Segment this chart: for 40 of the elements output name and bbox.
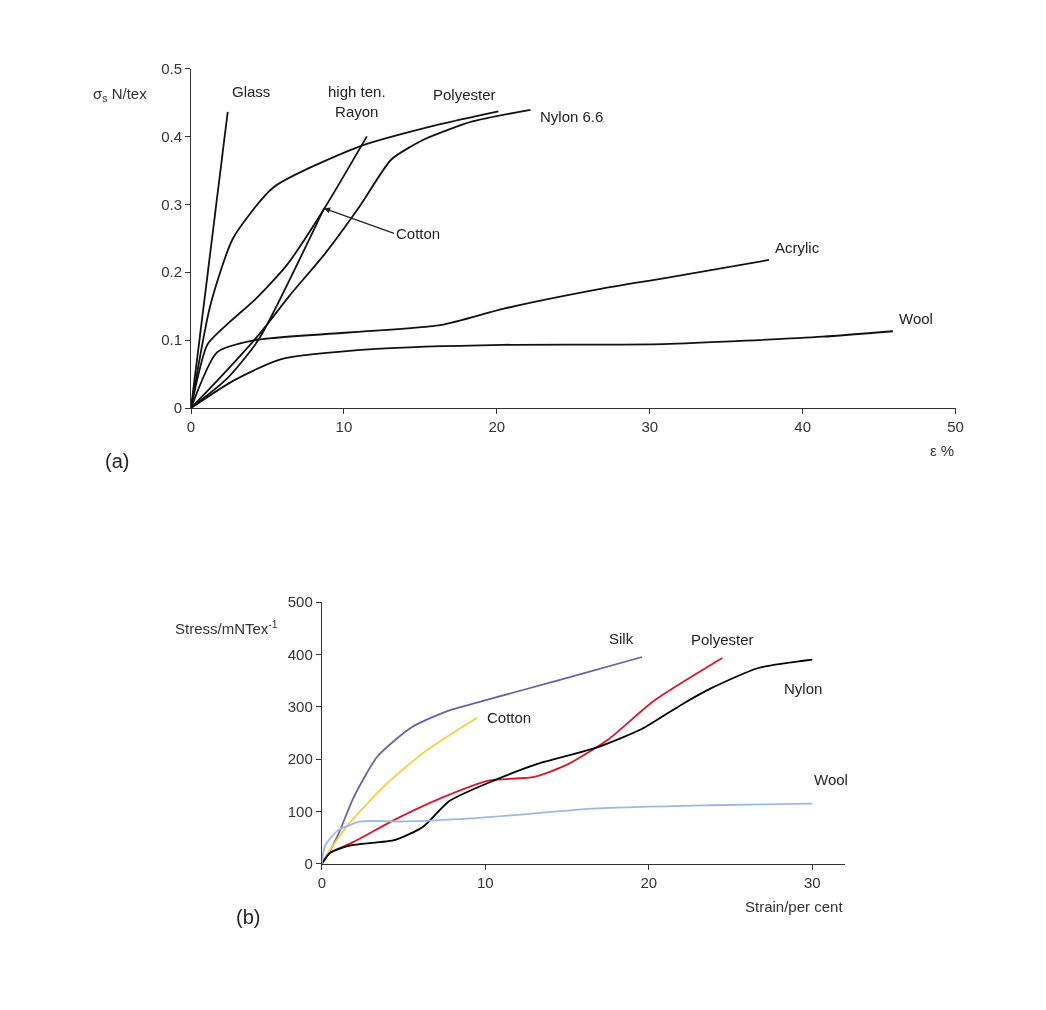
series-label: Wool [814, 771, 848, 788]
x-tick-label: 10 [335, 418, 353, 435]
x-tick-label: 0 [317, 873, 326, 891]
y-tick-label: 0.5 [161, 59, 183, 77]
x-tick-label: 30 [803, 873, 821, 891]
series-label: Nylon 6.6 [540, 108, 604, 125]
x-tick-label: 50 [947, 418, 964, 435]
series-label: Acrylic [775, 239, 820, 256]
y-tick-label: 200 [287, 750, 313, 768]
series-label: Glass [232, 83, 271, 100]
y-tick-label: 0.2 [161, 263, 183, 281]
text: Cotton [396, 225, 441, 242]
x-tick-label: 30 [641, 418, 659, 435]
y-tick-label: 0.1 [161, 331, 183, 349]
text: (a) [105, 450, 130, 472]
y-tick-label: 500 [287, 593, 313, 611]
y-axis-title: Stress/mNTex$^{-1}$ [175, 618, 278, 638]
y-axis-title: σ$_{s}$ N/tex [93, 85, 148, 105]
series-label: Cotton [487, 709, 532, 726]
series-label: high ten. Rayon [328, 83, 386, 120]
x-axis-title: ε % [930, 442, 955, 459]
series-label: Polyester [433, 86, 496, 103]
y-tick-label: 300 [287, 698, 313, 716]
series-label: Silk [609, 630, 634, 647]
y-tick-label: 0 [304, 855, 313, 873]
series-label: Polyester [691, 631, 754, 648]
text: (b) [236, 906, 261, 928]
y-tick-label: 0.3 [161, 195, 183, 213]
x-tick-label: 20 [640, 873, 658, 891]
x-tick-label: 40 [794, 418, 812, 435]
y-tick-label: 100 [287, 802, 313, 820]
y-tick-label: 0.4 [161, 127, 183, 145]
x-axis-title: Strain/per cent [745, 898, 844, 915]
x-tick-label: 10 [476, 873, 494, 891]
x-tick-label: 20 [488, 418, 506, 435]
series-label: Wool [899, 310, 933, 327]
y-tick-label: 0 [173, 399, 183, 417]
y-tick-label: 400 [287, 645, 313, 663]
x-tick-label: 0 [186, 418, 196, 435]
series-label: Nylon [784, 680, 823, 697]
